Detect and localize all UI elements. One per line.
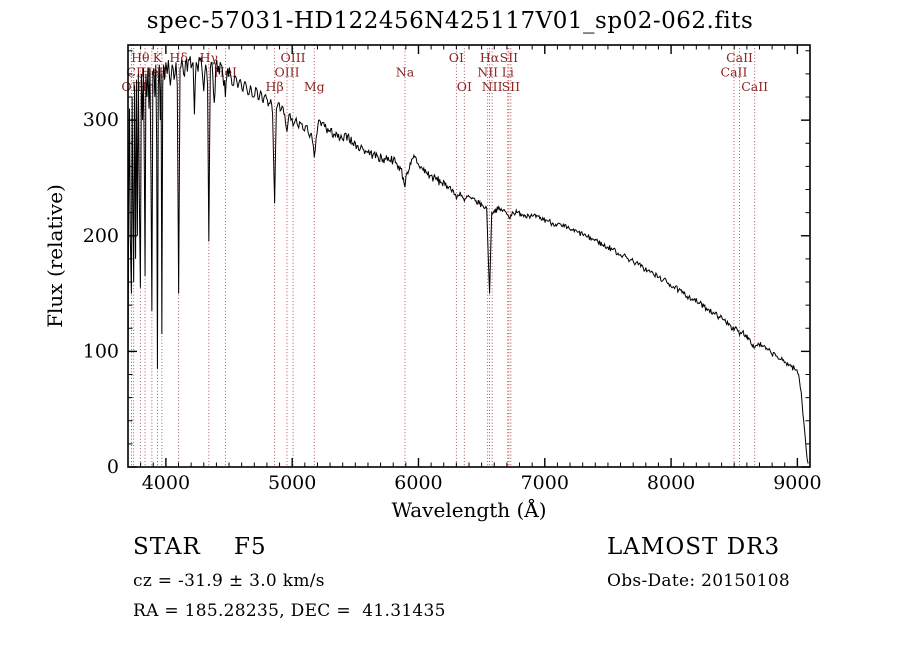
spectral-line-label: Hδ bbox=[169, 50, 187, 65]
spectral-line-label: Na bbox=[396, 65, 415, 80]
spectral-line-label: Hθ bbox=[131, 50, 149, 65]
plot-frame bbox=[127, 44, 811, 468]
spectral-line-label: SII bbox=[500, 50, 519, 65]
spectral-line-label: OI bbox=[449, 50, 464, 65]
spectral-line-label: CaII bbox=[741, 79, 768, 94]
spectral-line-label: CaII bbox=[726, 50, 753, 65]
y-tick-label: 200 bbox=[83, 225, 119, 247]
spectral-line-label: CaII bbox=[721, 65, 748, 80]
spectral-line-label: Hβ bbox=[266, 79, 284, 94]
spectral-line-label: NII bbox=[477, 65, 498, 80]
spectral-line-label: CI bbox=[126, 65, 141, 80]
spectral-line-label: Hα bbox=[480, 50, 500, 65]
survey-label: LAMOST DR3 bbox=[607, 534, 781, 560]
spectral-line-label: H bbox=[156, 65, 167, 80]
spectral-line-label: NII bbox=[482, 79, 503, 94]
x-tick-label: 4000 bbox=[142, 472, 190, 494]
classification-label: STAR F5 bbox=[133, 534, 267, 560]
x-tick-label: 6000 bbox=[394, 472, 442, 494]
spectral-line-label: OIII bbox=[274, 65, 299, 80]
spectral-line-label: OIII bbox=[281, 50, 306, 65]
x-tick-label: 8000 bbox=[647, 472, 695, 494]
obs-date-value: Obs-Date: 20150108 bbox=[607, 571, 791, 591]
y-tick-label: 300 bbox=[83, 109, 119, 131]
spectral-line-label: Hγ bbox=[200, 50, 218, 65]
spectral-line-label: K bbox=[153, 50, 163, 65]
x-tick-label: 5000 bbox=[268, 472, 316, 494]
coordinates-value: RA = 185.28235, DEC = 41.31435 bbox=[133, 601, 446, 621]
spectral-line-label: OI bbox=[457, 79, 472, 94]
x-tick-label: 7000 bbox=[521, 472, 569, 494]
spectral-line-label: Li bbox=[502, 65, 514, 80]
y-axis-title: Flux (relative) bbox=[43, 184, 67, 328]
x-axis-title: Wavelength (Å) bbox=[391, 497, 546, 522]
page-title: spec-57031-HD122456N425117V01_sp02-062.f… bbox=[146, 8, 754, 34]
y-tick-label: 100 bbox=[83, 340, 119, 362]
y-tick-label: 0 bbox=[107, 456, 119, 478]
cz-value: cz = -31.9 ± 3.0 km/s bbox=[133, 571, 325, 591]
spectrum-trace bbox=[128, 56, 809, 464]
x-tick-label: 9000 bbox=[773, 472, 821, 494]
spectral-line-label: Mg bbox=[304, 79, 325, 94]
spectral-line-label: SII bbox=[502, 79, 521, 94]
